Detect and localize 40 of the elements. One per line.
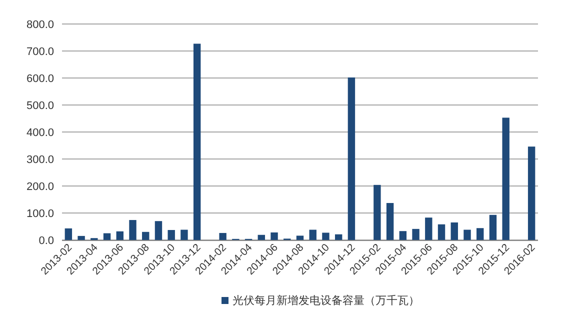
bar xyxy=(399,231,407,240)
y-tick-label: 800.0 xyxy=(26,19,54,31)
bar xyxy=(334,234,342,240)
bar xyxy=(348,77,356,240)
bar xyxy=(528,146,536,240)
bar xyxy=(129,220,136,240)
y-tick-label: 700.0 xyxy=(26,46,54,58)
bar xyxy=(296,236,304,240)
y-tick-label: 0.0 xyxy=(38,235,54,247)
y-tick-label: 400.0 xyxy=(26,127,54,139)
y-tick-label: 500.0 xyxy=(26,100,54,112)
bar xyxy=(193,44,201,240)
bar xyxy=(502,118,510,240)
bar xyxy=(386,203,394,240)
bar xyxy=(322,232,330,240)
y-tick-label: 200.0 xyxy=(26,181,54,193)
bar xyxy=(464,230,471,240)
bar xyxy=(116,231,124,240)
bar xyxy=(180,230,188,240)
bar xyxy=(142,232,150,240)
bar xyxy=(64,228,72,240)
bar xyxy=(154,221,162,240)
bar xyxy=(219,232,226,240)
bar xyxy=(309,230,316,240)
y-tick-label: 100.0 xyxy=(26,208,54,220)
bar xyxy=(438,224,446,240)
bar xyxy=(374,184,381,240)
legend-label: 光伏每月新增发电设备容量（万千瓦） xyxy=(232,294,420,307)
bar xyxy=(103,233,111,240)
bar xyxy=(168,230,175,240)
bar xyxy=(425,218,432,240)
bar xyxy=(258,234,266,240)
y-tick-label: 600.0 xyxy=(26,73,54,85)
bar xyxy=(270,232,278,240)
bar xyxy=(489,214,497,240)
y-tick-label: 300.0 xyxy=(26,154,54,166)
bar xyxy=(476,228,484,240)
bar xyxy=(78,236,85,240)
bar xyxy=(412,228,420,240)
bar xyxy=(450,222,458,240)
